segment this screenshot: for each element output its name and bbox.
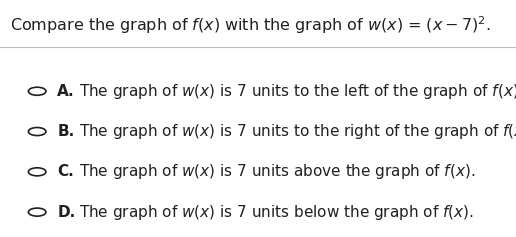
- Text: B.: B.: [57, 124, 74, 139]
- Text: The graph of $w(x)$ is 7 units below the graph of $f(x)$.: The graph of $w(x)$ is 7 units below the…: [79, 203, 474, 222]
- Text: Compare the graph of $f(x)$ with the graph of $w(x)$ = $(x - 7)^2$.: Compare the graph of $f(x)$ with the gra…: [10, 14, 491, 36]
- Text: C.: C.: [57, 164, 74, 179]
- Text: The graph of $w(x)$ is 7 units above the graph of $f(x)$.: The graph of $w(x)$ is 7 units above the…: [79, 162, 475, 181]
- Text: The graph of $w(x)$ is 7 units to the left of the graph of $f(x)$.: The graph of $w(x)$ is 7 units to the le…: [79, 82, 516, 101]
- Text: A.: A.: [57, 84, 75, 99]
- Text: D.: D.: [57, 205, 75, 220]
- Text: The graph of $w(x)$ is 7 units to the right of the graph of $f(x)$.: The graph of $w(x)$ is 7 units to the ri…: [79, 122, 516, 141]
